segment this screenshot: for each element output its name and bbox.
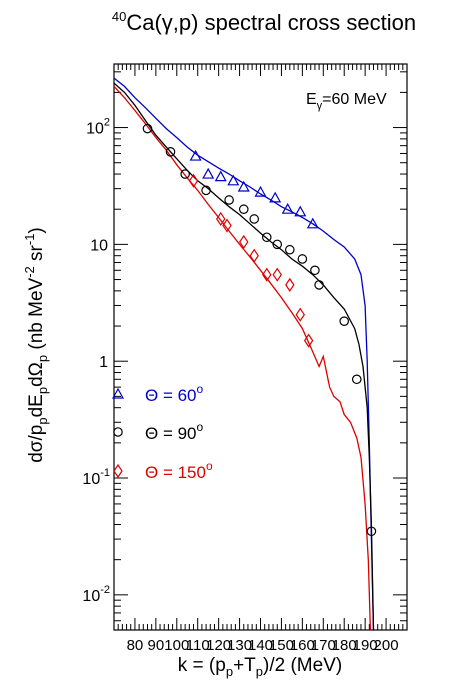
x-tick-label: 200 (374, 637, 399, 654)
data-point-circle (261, 232, 272, 243)
x-tick-label: 160 (290, 637, 315, 654)
plot-frame (113, 63, 408, 631)
data-point-circle (180, 169, 190, 179)
title-superscript: 40 (112, 9, 126, 24)
series-curve-diamond (113, 85, 372, 631)
data-point-circle (284, 244, 295, 255)
x-tick-label: 150 (269, 637, 294, 654)
series-curve-circle (113, 82, 375, 631)
data-point-diamond (249, 248, 259, 263)
y-tick-label: 10-2 (82, 584, 110, 605)
data-point-circle (238, 204, 249, 215)
data-point-circle (201, 185, 211, 196)
legend-marker-diamond (113, 463, 123, 479)
x-tick-label: 120 (206, 637, 231, 654)
legend-marker-circle (113, 427, 123, 437)
x-tick-label: 180 (332, 637, 357, 654)
data-point-triangle (269, 191, 282, 203)
data-point-circle (142, 123, 153, 134)
data-point-circle (165, 147, 176, 157)
data-point-triangle (214, 170, 227, 182)
points-layer (142, 123, 377, 537)
data-point-diamond (285, 277, 295, 292)
x-tick-label: 110 (186, 637, 210, 654)
y-tick-label: 1 (99, 354, 108, 371)
data-point-circle (297, 254, 308, 264)
data-point-triangle (254, 185, 267, 197)
x-tick-label: 80 (127, 637, 144, 654)
chart-title: 40Ca(γ,p) spectral cross section (112, 9, 416, 35)
x-tick-label: 130 (227, 637, 252, 654)
axes-layer: 80 90 100110120130140150160170180190200102… (82, 64, 407, 654)
x-axis-label: k = (pp+Tp)/2 (MeV) (178, 655, 342, 679)
data-point-diamond (222, 218, 232, 233)
data-point-diamond (216, 211, 226, 227)
series-curve-triangle (113, 77, 375, 631)
data-point-circle (272, 239, 283, 250)
x-tick-label: 190 (353, 637, 378, 654)
data-point-triangle (227, 174, 240, 186)
legend-label: Θ = 90o (145, 420, 204, 443)
data-point-diamond (295, 307, 305, 322)
x-tick-label: 90 (148, 637, 165, 654)
energy-annotation-subscript: γ (317, 100, 323, 112)
data-point-circle (339, 316, 350, 326)
data-point-triangle (294, 205, 307, 217)
x-tick-label: 100 (164, 637, 189, 654)
y-axis-label: dσ/ppdEpdΩp (nb MeV-2 sr-1) (22, 227, 50, 463)
data-point-circle (314, 280, 324, 290)
data-point-circle (310, 265, 320, 276)
curves-layer (113, 77, 375, 631)
title-main: Ca(γ,p) spectral cross section (126, 10, 416, 35)
data-point-circle (366, 526, 377, 537)
data-point-triangle (189, 149, 202, 161)
data-point-diamond (272, 267, 282, 282)
energy-annotation: Eγ=60 MeV (306, 91, 387, 112)
y-tick-label: 10 (90, 237, 108, 254)
x-tick-label: 140 (248, 637, 273, 654)
data-point-diamond (188, 173, 199, 188)
data-point-circle (351, 374, 362, 385)
y-tick-label: 10-1 (82, 467, 110, 488)
x-tick-label: 170 (311, 637, 336, 654)
data-point-circle (224, 195, 234, 205)
data-point-triangle (306, 217, 319, 229)
data-point-circle (249, 214, 260, 224)
data-point-diamond (239, 234, 249, 249)
data-point-triangle (281, 202, 294, 214)
legend: Θ = 60o Θ = 90o Θ = 150o (111, 382, 213, 482)
data-point-triangle (237, 180, 250, 192)
legend-label: Θ = 150o (145, 459, 213, 482)
data-point-diamond (262, 267, 272, 282)
data-point-diamond (303, 333, 314, 348)
y-tick-label: 102 (86, 117, 110, 138)
data-point-triangle (202, 167, 215, 179)
legend-label: Θ = 60o (145, 382, 204, 405)
legend-marker-triangle (111, 387, 125, 399)
